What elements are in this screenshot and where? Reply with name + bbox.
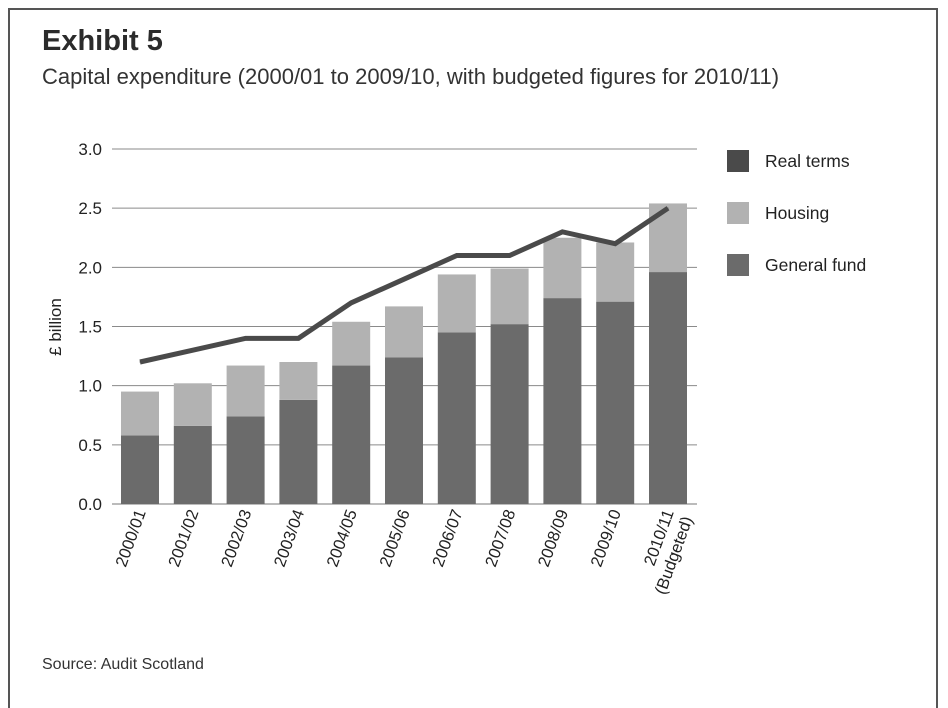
line-point-real-terms [456,255,458,256]
y-axis-title: £ billion [46,298,65,356]
bar-general-fund [121,435,159,504]
line-point-real-terms [350,302,352,304]
x-tick-label-group: 2000/01 [112,507,149,569]
source-note: Source: Audit Scotland [42,656,204,673]
bar-housing [173,383,212,426]
y-tick-label: 3.0 [78,140,102,159]
line-point-real-terms [509,255,511,256]
y-tick-label: 2.0 [78,258,102,277]
bar-general-fund [385,357,423,504]
x-tick-label: 2004/05 [324,507,361,569]
bar-general-fund [490,324,529,504]
x-tick-label: 2007/08 [482,507,519,569]
bar-general-fund [649,272,687,504]
bar-general-fund [279,399,318,504]
bar-general-fund [596,301,635,504]
x-tick-label: 2005/06 [376,507,413,569]
legend-label-general-fund: General fund [765,255,866,275]
bar-housing [332,321,371,366]
y-tick-labels: 0.0 0.5 1.0 1.5 2.0 2.5 3.0 [78,140,102,514]
bar-housing [279,362,318,400]
x-tick-labels: 2000/01 2001/02 2002/03 2003/04 2004/05 2005/… [112,507,696,597]
bar-general-fund [173,425,212,504]
bar-general-fund [437,332,476,504]
x-tick-label: 2002/03 [218,507,255,569]
x-tick-label: 2003/04 [271,507,308,569]
bar-housing [543,237,582,299]
y-tick-label: 1.0 [78,377,102,396]
x-tick-label: 2001/02 [165,507,202,569]
x-tick-label-group: 2009/10 [588,507,625,569]
line-point-real-terms [614,243,616,245]
line-point-real-terms [667,207,669,209]
legend-label-real-terms: Real terms [765,151,850,171]
x-tick-label: 2000/01 [112,507,149,569]
line-point-real-terms [561,231,563,233]
x-tick-label-group: 2002/03 [218,507,255,569]
line-point-real-terms [403,278,405,280]
x-tick-label-group: 2010/11(Budgeted) [641,507,697,597]
exhibit-title: Exhibit 5 [42,25,163,57]
line-point-real-terms [297,337,299,339]
bar-housing [596,242,635,302]
x-tick-label-group: 2001/02 [165,507,202,569]
legend-label-housing: Housing [765,203,829,223]
x-tick-label: 2006/07 [429,507,466,569]
bars [121,203,687,504]
y-tick-label: 1.5 [78,318,102,337]
x-tick-label-group: 2007/08 [482,507,519,569]
line-point-real-terms [139,361,141,363]
x-tick-label-group: 2003/04 [271,507,308,569]
x-tick-label-group: 2005/06 [376,507,413,569]
legend-swatch-housing [727,202,749,224]
bar-housing [385,306,423,358]
bar-housing [490,268,529,325]
y-tick-label: 0.0 [78,495,102,514]
bar-general-fund [226,416,265,504]
y-tick-label: 0.5 [78,436,102,455]
x-tick-label-group: 2004/05 [324,507,361,569]
x-tick-label: 2008/09 [535,507,572,569]
chart-title: Capital expenditure (2000/01 to 2009/10,… [42,64,780,89]
x-tick-label: 2009/10 [588,507,625,569]
legend: Real terms Housing General fund [727,150,866,276]
bar-housing [121,391,159,436]
bar-housing [649,203,687,273]
line-point-real-terms [245,337,247,339]
bar-housing [226,365,265,417]
bar-general-fund [332,365,371,504]
y-tick-label: 2.5 [78,199,102,218]
legend-swatch-general-fund [727,254,749,276]
real-terms-line-layer [139,206,670,365]
bar-general-fund [543,298,582,504]
bar-housing [437,274,476,333]
line-point-real-terms [192,349,194,351]
x-tick-label-group: 2006/07 [429,507,466,569]
legend-swatch-real-terms [727,150,749,172]
exhibit-frame [8,8,938,708]
x-tick-label-group: 2008/09 [535,507,572,569]
